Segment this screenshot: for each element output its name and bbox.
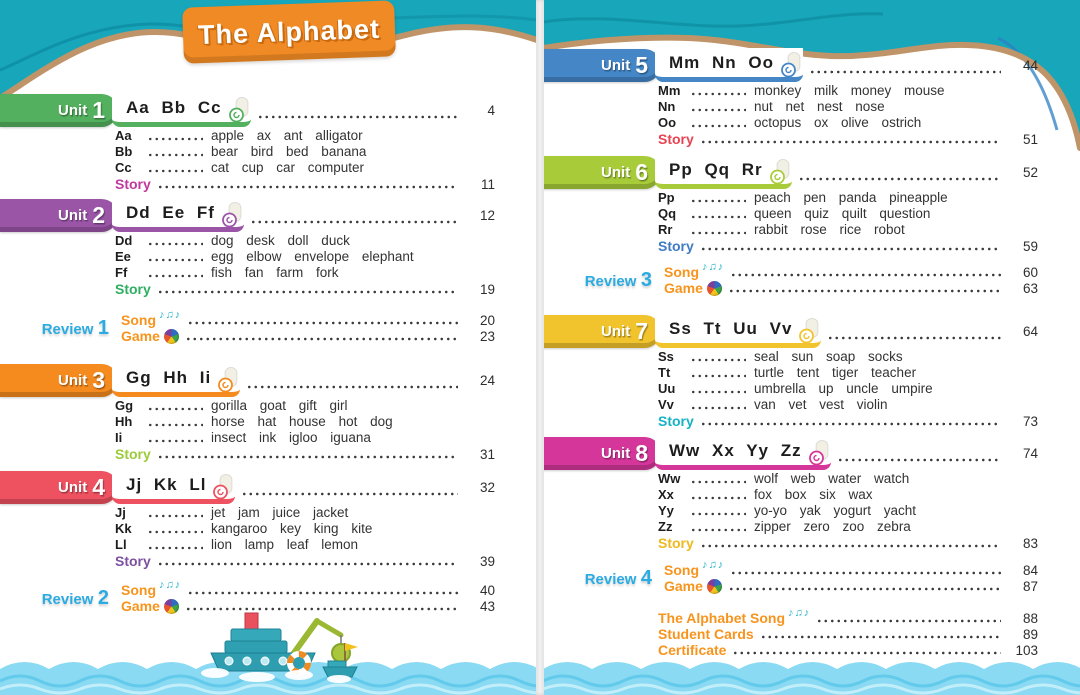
unit-7-badge: Unit 7 <box>543 314 661 348</box>
certificate-entry: Certificate 103 <box>658 642 1038 658</box>
word-row: Pp peach pen panda pineapple <box>658 190 948 205</box>
word-row: Oo octopus ox olive ostrich <box>658 115 922 130</box>
toc-entry-unit-1: Unit 1 Aa Bb Cc 4 <box>0 92 537 128</box>
toc-entry-unit-6: Unit 6 Pp Qq Rr 52 <box>543 154 1080 190</box>
story-entry: Story 59 <box>658 238 1038 254</box>
boat-illustration <box>201 612 358 683</box>
song-entry: Song ♪♫♪ 20 <box>121 309 495 328</box>
beach-ball-icon <box>163 328 179 344</box>
story-entry: Story 39 <box>115 553 495 569</box>
music-notes-icon: ♪♫♪ <box>788 607 811 619</box>
word-row: Jj jet jam juice jacket <box>115 505 349 520</box>
word-row: Qq queen quiz quilt question <box>658 206 931 221</box>
page-right: Unit 5 Mm Nn Oo 44 Mm monkey milk money m… <box>543 0 1080 695</box>
toc-entry-unit-3: Unit 3 Gg Hh Ii 24 <box>0 362 537 398</box>
word-row: Cc cat cup car computer <box>115 160 365 175</box>
music-notes-icon: ♪♫♪ <box>702 261 725 273</box>
music-notes-icon: ♪♫♪ <box>702 559 725 571</box>
unit-7-letters: Ss Tt Uu Vv <box>669 319 793 338</box>
word-row: Dd dog desk doll duck <box>115 233 350 248</box>
story-entry: Story 19 <box>115 281 495 297</box>
unit-1-letters: Aa Bb Cc <box>126 98 222 117</box>
toc-entry-unit-7: Unit 7 Ss Tt Uu Vv 64 <box>543 313 1080 349</box>
scroll-icon <box>808 440 829 466</box>
story-entry: Story 51 <box>658 131 1038 147</box>
toc-entry-unit-8: Unit 8 Ww Xx Yy Zz 74 <box>543 435 1080 471</box>
story-entry: Story 73 <box>658 413 1038 429</box>
unit-6-letters: Pp Qq Rr <box>669 160 763 179</box>
word-row: Vv van vet vest violin <box>658 397 888 412</box>
dotted-leader <box>256 108 458 120</box>
beach-ball-icon <box>706 578 722 594</box>
unit-4-letters: Jj Kk Ll <box>126 475 207 494</box>
page-number: 4 <box>487 102 495 118</box>
unit-1-badge: Unit 1 <box>0 93 118 127</box>
music-notes-icon: ♪♫♪ <box>159 309 182 321</box>
scroll-icon <box>222 202 242 228</box>
unit-3-badge: Unit 3 <box>0 363 118 397</box>
story-entry: Story 11 <box>115 176 495 192</box>
word-row: Ii insect ink igloo iguana <box>115 430 371 445</box>
story-entry: Story 31 <box>115 446 495 462</box>
page-left: The Alphabet Unit 1 Aa Bb Cc 4 Aa apple a… <box>0 0 537 695</box>
scroll-icon <box>799 318 819 344</box>
unit-8-letters: Ww Xx Yy Zz <box>669 441 802 460</box>
word-row: Nn nut net nest nose <box>658 99 885 114</box>
review-4: Review 4 Song ♪♫♪ 84 Game 87 <box>543 559 1080 594</box>
story-entry: Story 83 <box>658 535 1038 551</box>
unit-3-letters: Gg Hh Ii <box>126 368 212 387</box>
review-1: Review 1 Song ♪♫♪ 20 Game 23 <box>0 309 537 344</box>
toc-entry-unit-5: Unit 5 Mm Nn Oo 44 <box>543 47 1080 83</box>
bottom-waves <box>543 662 1080 695</box>
word-row: Ee egg elbow envelope elephant <box>115 249 414 264</box>
unit-2-letters: Dd Ee Ff <box>126 203 215 222</box>
word-row: Ll lion lamp leaf lemon <box>115 537 359 552</box>
word-row: Mm monkey milk money mouse <box>658 83 945 98</box>
word-row: Ss seal sun soap socks <box>658 349 903 364</box>
unit-5-letters: Mm Nn Oo <box>669 53 774 72</box>
word-row: Tt turtle tent tiger teacher <box>658 365 917 380</box>
scroll-icon <box>228 97 249 123</box>
unit-4-badge: Unit 4 <box>0 470 118 504</box>
word-row: Aa apple ax ant alligator <box>115 128 363 143</box>
song-entry: Song ♪♫♪ 40 <box>121 579 495 598</box>
song-entry: Song ♪♫♪ 60 <box>664 261 1038 280</box>
word-row: Uu umbrella up uncle umpire <box>658 381 933 396</box>
toc-entry-unit-2: Unit 2 Dd Ee Ff 12 <box>0 197 537 233</box>
word-row: Ww wolf web water watch <box>658 471 910 486</box>
unit-2-badge: Unit 2 <box>0 198 118 232</box>
header-wave-right <box>543 0 1080 151</box>
word-row: Kk kangaroo key king kite <box>115 521 373 536</box>
game-entry: Game 43 <box>121 598 495 614</box>
scroll-icon <box>213 474 233 500</box>
unit-8-badge: Unit 8 <box>543 436 661 470</box>
unit-6-badge: Unit 6 <box>543 155 661 189</box>
word-row: Rr rabbit rose rice robot <box>658 222 905 237</box>
game-entry: Game 63 <box>664 280 1038 296</box>
word-row: Gg gorilla goat gift girl <box>115 398 348 413</box>
student-cards-entry: Student Cards 89 <box>658 626 1038 642</box>
word-row: Zz zipper zero zoo zebra <box>658 519 911 534</box>
game-entry: Game 23 <box>121 328 495 344</box>
review-2: Review 2 Song ♪♫♪ 40 Game 43 <box>0 579 537 614</box>
song-entry: Song ♪♫♪ 84 <box>664 559 1038 578</box>
scroll-icon <box>769 159 790 185</box>
scroll-icon <box>781 52 801 78</box>
alphabet-song-entry: The Alphabet Song ♪♫♪ 88 <box>658 607 1038 626</box>
word-row: Yy yo-yo yak yogurt yacht <box>658 503 917 518</box>
toc-entry-unit-4: Unit 4 Jj Kk Ll 32 <box>0 469 537 505</box>
music-notes-icon: ♪♫♪ <box>159 579 182 591</box>
word-row: Bb bear bird bed banana <box>115 144 367 159</box>
scroll-icon <box>218 367 238 393</box>
game-entry: Game 87 <box>664 578 1038 594</box>
beach-ball-icon <box>163 598 179 614</box>
unit-5-badge: Unit 5 <box>543 48 661 82</box>
review-3: Review 3 Song ♪♫♪ 60 Game 63 <box>543 261 1080 296</box>
word-row: Xx fox box six wax <box>658 487 873 502</box>
beach-ball-icon <box>706 280 722 296</box>
page-seam <box>536 0 544 695</box>
word-row: Hh horse hat house hot dog <box>115 414 393 429</box>
word-row: Ff fish fan farm fork <box>115 265 339 280</box>
